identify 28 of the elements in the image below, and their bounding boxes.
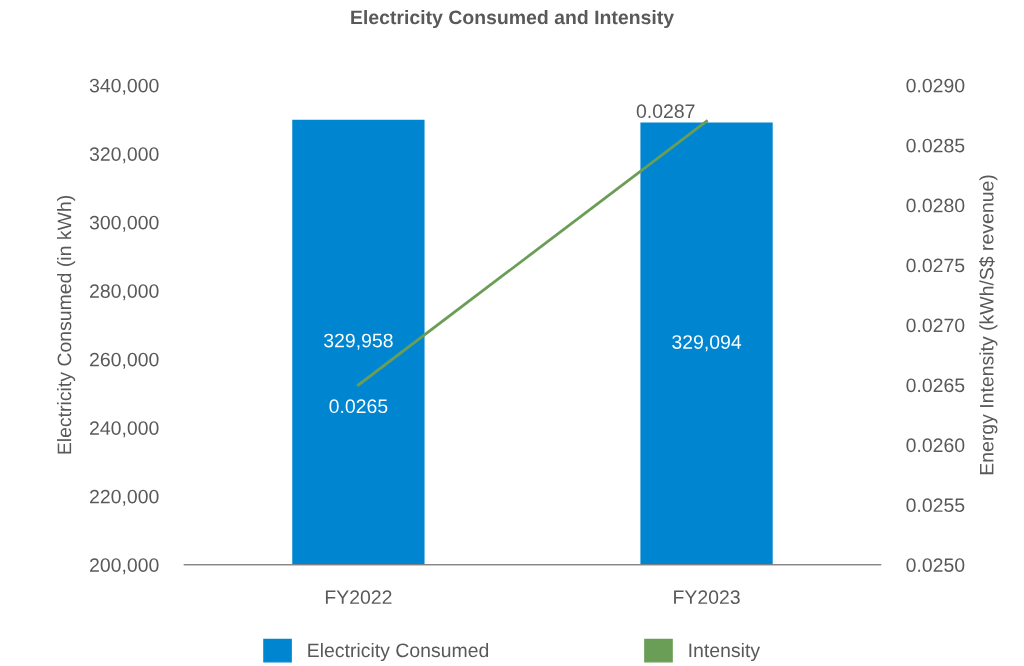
data-label: 0.0287 [636,104,695,119]
y2-tick-label: 0.0270 [906,318,965,333]
data-label: 329,094 [672,335,742,352]
data-label: 329,958 [324,333,393,350]
legend-label: Electricity Consumed [308,642,489,662]
y2-tick-label: 0.0260 [906,438,965,453]
y-tick-label: 300,000 [89,215,159,232]
y2-axis-title: Energy Intensity (kWh/S$ revenue) [979,175,998,475]
y2-tick-label: 0.0255 [906,498,965,513]
x-tick-label: FY2022 [325,590,392,605]
y2-tick-label: 0.0265 [906,378,965,393]
x-tick-label: FY2023 [674,590,740,605]
y-tick-label: 240,000 [90,421,159,438]
chart-title: Electricity Consumed and Intensity [351,9,674,29]
y-tick-label: 340,000 [89,78,159,95]
y2-tick-label: 0.0290 [906,78,965,93]
y2-tick-label: 0.0285 [906,138,965,153]
y2-tick-label: 0.0275 [906,258,965,273]
y-tick-label: 320,000 [89,147,159,164]
y-tick-label: 260,000 [90,352,159,369]
y2-tick-label: 0.0250 [906,558,965,573]
legend-label: Intensity [689,642,761,662]
y-axis-title: Electricity Consumed (in kWh) [57,196,76,454]
y-tick-label: 200,000 [90,558,159,575]
y-tick-label: 280,000 [90,284,159,301]
y2-tick-label: 0.0280 [906,198,965,213]
y-tick-label: 220,000 [90,489,159,506]
data-label: 0.0265 [329,399,388,414]
